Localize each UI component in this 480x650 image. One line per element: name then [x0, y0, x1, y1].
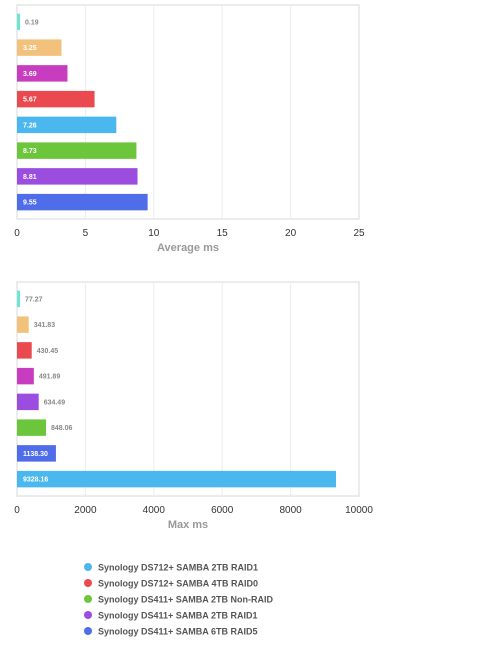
bar [17, 39, 62, 56]
legend-swatch [84, 627, 92, 635]
bar-value-label: 0.19 [25, 19, 39, 26]
bar-value-label: 634.49 [44, 399, 66, 406]
x-tick-label: 0 [14, 505, 20, 516]
legend-swatch [84, 563, 92, 571]
x-tick-label: 15 [217, 228, 229, 239]
legend-item-label: Synology DS411+ SAMBA 2TB Non-RAID [98, 595, 273, 605]
x-tick-label: 10 [148, 228, 160, 239]
bar-value-label: 9.55 [23, 200, 37, 207]
legend-item-label: Synology DS411+ SAMBA 2TB RAID1 [98, 611, 257, 621]
bar-value-label: 491.89 [39, 374, 61, 381]
legend-swatch [84, 595, 92, 603]
legend-item-label: Synology DS411+ SAMBA 6TB RAID5 [98, 627, 257, 637]
bar [17, 90, 95, 108]
plot-frame [16, 281, 360, 497]
bar-value-label: 7.26 [23, 122, 37, 129]
x-tick-label: 6000 [211, 505, 234, 516]
bar-value-label: 848.06 [51, 425, 73, 432]
x-tick-label: 2000 [74, 505, 97, 516]
x-tick-label: 8000 [279, 505, 302, 516]
bar-value-label: 341.83 [34, 322, 56, 329]
bar [17, 419, 47, 436]
bar-value-label: 1138.30 [23, 451, 48, 458]
bar [17, 393, 39, 411]
bar [17, 142, 137, 159]
bar [17, 342, 32, 359]
legend-swatch [84, 579, 92, 587]
legend-item-label: Synology DS712+ SAMBA 4TB RAID0 [98, 579, 258, 589]
bar [17, 13, 20, 31]
x-tick-label: 5 [83, 228, 89, 239]
legend-swatch [84, 611, 92, 619]
bar [17, 316, 29, 333]
average-ms-chart: 0 5 10 15 20 25 Average ms 0.19 3.25 3.69 5.67 7.26… [14, 4, 365, 254]
bar [17, 65, 68, 82]
bar [17, 168, 138, 185]
bar [17, 290, 20, 308]
x-tick-label: 20 [285, 228, 297, 239]
x-axis-title: Max ms [168, 519, 208, 531]
bar-value-label: 8.81 [23, 174, 37, 181]
bar-value-label: 430.45 [37, 348, 59, 355]
bar-value-label: 8.73 [23, 148, 37, 155]
x-tick-label: 0 [14, 228, 20, 239]
x-tick-label: 25 [353, 228, 365, 239]
plot-frame [16, 4, 360, 220]
bar [17, 445, 56, 462]
bar [17, 193, 148, 211]
bar [17, 470, 337, 488]
bar-value-label: 77.27 [25, 296, 43, 303]
bar-value-label: 9328.16 [23, 477, 48, 484]
legend-svg: Synology DS712+ SAMBA 2TB RAID1 Synology … [84, 563, 273, 637]
bar [17, 367, 34, 385]
bar-value-label: 3.69 [23, 71, 37, 78]
max-ms-chart: 0 2000 4000 6000 8000 10000 Max ms 77.27 341.83 4… [14, 281, 373, 531]
x-tick-label: 10000 [345, 505, 373, 516]
bar [17, 116, 117, 134]
bar-value-label: 3.25 [23, 45, 37, 52]
bar-value-label: 5.67 [23, 97, 37, 104]
x-tick-label: 4000 [143, 505, 166, 516]
x-axis-title: Average ms [157, 242, 219, 254]
legend-item-label: Synology DS712+ SAMBA 2TB RAID1 [98, 563, 258, 573]
legend: Synology DS712+ SAMBA 2TB RAID1 Synology … [0, 555, 480, 650]
